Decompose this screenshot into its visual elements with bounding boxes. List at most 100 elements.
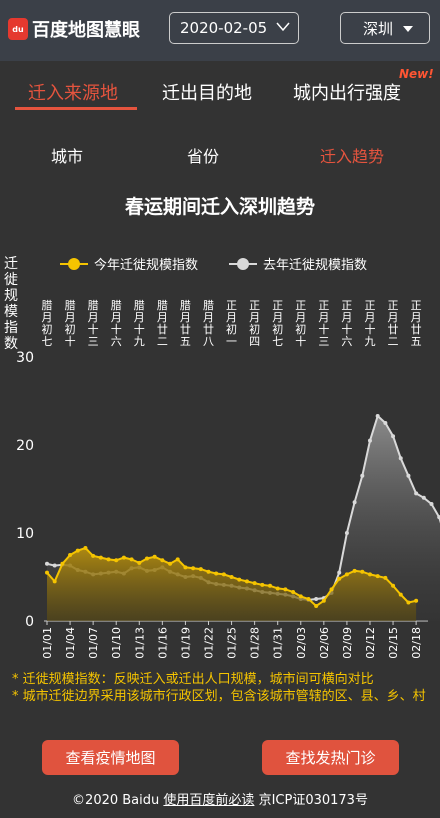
last-year-point	[352, 500, 357, 505]
this-year-point	[306, 597, 311, 601]
footnote-index-explanation: * 迁徙规模指数：反映迁入或迁出人口规模，城市间可横向对比	[12, 672, 374, 687]
x-date-label: 02/15	[387, 627, 400, 659]
this-year-point	[98, 555, 103, 560]
x-date-label: 02/18	[410, 627, 423, 659]
date-select-value: 2020-02-05	[180, 19, 268, 37]
this-year-point	[168, 561, 173, 566]
last-year-point	[367, 438, 372, 443]
this-year-point	[375, 574, 380, 579]
footnote-boundary-explanation: * 城市迁徙边界采用该城市行政区划，包含该城市管辖的区、县、乡、村	[12, 689, 426, 704]
legend-swatch-this-year	[60, 257, 88, 270]
y-tick-label: 20	[16, 438, 34, 454]
x-date-label: 02/03	[295, 627, 308, 659]
subtab-city[interactable]: 城市	[51, 147, 84, 166]
this-year-point	[337, 576, 342, 581]
logo-badge: du	[8, 18, 28, 40]
lunar-date-label: 腊月十六	[110, 299, 122, 348]
lunar-date-label: 正月初一	[226, 299, 238, 348]
footer: ©2020 Baidu 使用百度前必读 京ICP证030173号	[0, 789, 440, 808]
x-date-label: 01/28	[249, 627, 262, 659]
subtab-inbound-trend[interactable]: 迁入趋势	[320, 147, 385, 166]
last-year-point	[344, 531, 349, 535]
city-select[interactable]: 深圳	[340, 12, 430, 44]
this-year-point	[137, 560, 142, 565]
this-year-point	[160, 558, 165, 563]
x-date-label: 02/09	[341, 627, 354, 659]
this-year-point	[237, 577, 242, 582]
terms-link[interactable]: 使用百度前必读	[163, 793, 255, 808]
legend-last-year[interactable]: 去年迁徙规模指数	[229, 254, 367, 273]
this-year-point	[260, 582, 265, 587]
this-year-point	[314, 604, 319, 609]
x-date-label: 01/25	[226, 627, 239, 659]
this-year-point	[206, 569, 211, 574]
legend-swatch-last-year	[229, 257, 257, 270]
tab-inbound-sources[interactable]: 迁入来源地	[28, 83, 118, 104]
this-year-point	[383, 575, 388, 580]
active-tab-underline	[15, 107, 137, 110]
this-year-point	[360, 569, 365, 574]
last-year-point	[383, 421, 388, 425]
last-year-point	[398, 456, 403, 461]
this-year-point	[321, 598, 326, 603]
x-date-label: 01/16	[156, 627, 169, 659]
this-year-point	[144, 556, 149, 561]
this-year-point	[106, 557, 111, 562]
this-year-point	[191, 566, 196, 571]
x-date-label: 02/12	[364, 627, 377, 659]
find-fever-clinic-button[interactable]: 查找发热门诊	[262, 740, 399, 775]
last-year-point	[437, 515, 440, 520]
this-year-point	[52, 579, 57, 584]
legend-this-year[interactable]: 今年迁徙规模指数	[60, 254, 198, 273]
y-tick-label: 30	[16, 350, 34, 366]
x-date-label: 01/07	[87, 627, 100, 659]
last-year-point	[45, 561, 49, 566]
this-year-point	[244, 579, 249, 584]
this-year-point	[344, 572, 349, 577]
this-year-point	[45, 570, 49, 575]
this-year-point	[152, 554, 157, 559]
app-logo[interactable]: du 百度地图慧眼	[8, 15, 140, 43]
tab-outbound-destinations[interactable]: 迁出目的地	[162, 83, 252, 104]
this-year-point	[183, 565, 188, 570]
top-bar: du 百度地图慧眼 2020-02-05 深圳	[0, 0, 440, 61]
y-tick-label: 0	[25, 614, 34, 630]
last-year-point	[406, 473, 411, 478]
x-date-label: 02/06	[318, 627, 331, 659]
chevron-down-icon	[276, 22, 290, 32]
this-year-point	[414, 598, 419, 603]
chart-title: 春运期间迁入深圳趋势	[124, 196, 315, 218]
caret-down-icon	[403, 26, 413, 32]
lunar-date-label: 腊月初七	[41, 299, 53, 348]
x-date-label: 01/31	[272, 627, 285, 659]
this-year-point	[221, 572, 226, 577]
last-year-point	[360, 473, 365, 478]
lunar-date-label: 正月廿五	[410, 299, 422, 348]
this-year-point	[391, 583, 396, 588]
this-year-point	[83, 545, 88, 550]
x-date-label: 01/04	[64, 627, 77, 659]
this-year-point	[129, 557, 134, 562]
lunar-date-label: 正月初十	[295, 299, 307, 348]
this-year-point	[367, 572, 372, 577]
main-tabs: 迁入来源地 迁出目的地 城内出行强度 New!	[0, 61, 440, 121]
last-year-point	[421, 495, 426, 500]
this-year-point	[283, 587, 288, 592]
tab-intracity-intensity[interactable]: 城内出行强度	[293, 83, 401, 104]
subtab-province[interactable]: 省份	[187, 147, 220, 166]
this-year-point	[398, 592, 403, 597]
this-year-point	[406, 600, 411, 605]
last-year-area	[47, 416, 440, 621]
view-epidemic-map-button[interactable]: 查看疫情地图	[42, 740, 179, 775]
legend-label-last-year: 去年迁徙规模指数	[263, 258, 368, 273]
lunar-date-label: 正月初七	[272, 299, 284, 348]
last-year-point	[375, 413, 380, 418]
last-year-point	[391, 434, 396, 439]
this-year-point	[198, 567, 203, 572]
date-select[interactable]: 2020-02-05	[169, 12, 299, 44]
last-year-point	[52, 563, 57, 568]
last-year-point	[429, 501, 434, 506]
x-date-label: 01/01	[41, 627, 54, 659]
logo-text: 百度地图慧眼	[32, 20, 140, 41]
